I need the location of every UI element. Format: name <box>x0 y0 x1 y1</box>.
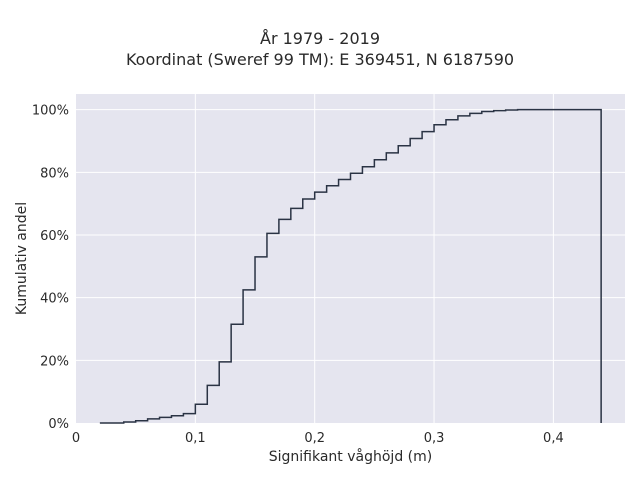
y-axis-label: Kumulativ andel <box>14 202 30 315</box>
x-axis-label: Signifikant våghöjd (m) <box>269 448 432 465</box>
plot-area <box>76 94 625 423</box>
y-tick-label: 100% <box>32 104 69 119</box>
x-tick-label: 0 <box>72 431 80 446</box>
y-tick-label: 20% <box>40 354 69 369</box>
x-axis-ticks: 0 0,1 0,2 0,3 0,4 <box>72 431 564 446</box>
x-tick-label: 0,2 <box>304 431 325 446</box>
y-axis-ticks: 0% 20% 40% 60% 80% 100% <box>32 104 69 432</box>
grid-lines <box>76 94 625 423</box>
y-tick-label: 40% <box>40 292 69 307</box>
y-tick-label: 80% <box>40 166 69 181</box>
x-tick-label: 0,4 <box>543 431 564 446</box>
x-tick-label: 0,3 <box>424 431 445 446</box>
chart-title-line1: År 1979 - 2019 <box>260 29 380 48</box>
x-tick-label: 0,1 <box>185 431 206 446</box>
y-tick-label: 0% <box>48 417 69 432</box>
cumulative-step-line <box>99 108 602 424</box>
y-tick-label: 60% <box>40 229 69 244</box>
chart-title-line2: Koordinat (Sweref 99 TM): E 369451, N 61… <box>125 50 515 69</box>
